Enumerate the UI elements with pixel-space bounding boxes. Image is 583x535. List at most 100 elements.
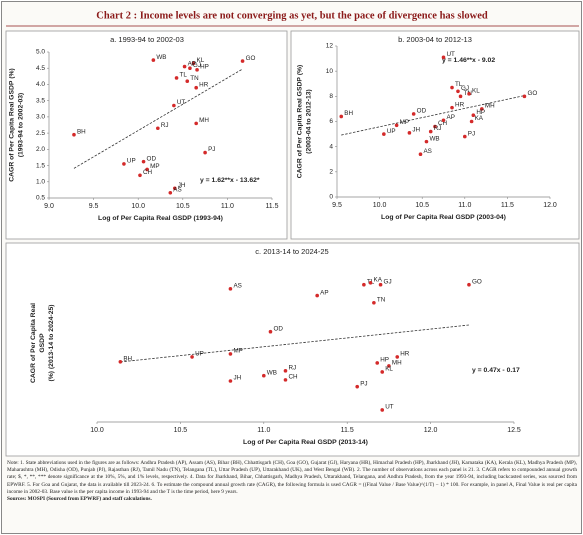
point-label: KL [472, 87, 480, 94]
point [395, 355, 400, 359]
point [339, 114, 344, 119]
point [418, 152, 423, 157]
point [195, 68, 199, 72]
x-tick-label: 10.0 [373, 202, 387, 209]
point-label: MH [485, 103, 495, 110]
point [441, 118, 446, 123]
point-label: PJ [360, 380, 367, 387]
point [190, 355, 194, 359]
point-label: JH [412, 126, 420, 133]
point [456, 89, 460, 94]
point [394, 123, 399, 128]
point-label: HR [455, 101, 465, 108]
x-tick-label: 10.5 [174, 427, 188, 434]
x-tick-label: 10.0 [90, 427, 104, 434]
point-label: AS [233, 283, 241, 290]
point [407, 131, 412, 135]
point [72, 132, 76, 137]
y-axis-title: CAGR of Per Capita Real GSDP (%) [8, 68, 15, 182]
point-label: GJ [384, 278, 392, 285]
point-label: OD [417, 108, 427, 115]
point [469, 119, 474, 124]
point [228, 352, 233, 356]
point-label: WB [156, 54, 166, 61]
point-label: UT [177, 99, 186, 106]
point [411, 112, 416, 116]
point [174, 76, 179, 80]
y-tick-label: 0 [329, 194, 333, 201]
y-tick-label: 4.5 [36, 65, 45, 72]
point [182, 64, 187, 69]
point [185, 79, 190, 83]
point-label: GJ [193, 62, 201, 69]
x-axis-title: Log of Per Capita Real GSDP (1993-94) [98, 215, 223, 222]
point [194, 121, 198, 126]
point [480, 107, 484, 111]
x-tick-label: 12.0 [424, 427, 438, 434]
x-tick-label: 10.0 [131, 203, 145, 210]
point [228, 379, 233, 383]
point [145, 167, 149, 172]
point-label: AP [447, 114, 455, 121]
x-axis-title: Log of Per Capita Real GSDP (2013-14) [243, 439, 368, 446]
point-label: UP [195, 351, 204, 358]
y-tick-label: 0.5 [36, 195, 45, 202]
point [203, 150, 207, 155]
point-label: AS [423, 148, 431, 155]
point-label: CH [438, 120, 448, 127]
point-label: GO [527, 90, 537, 97]
point-label: KA [374, 276, 383, 283]
x-tick-label: 11.0 [458, 202, 471, 209]
y-axis-title: (1993-94 to 2002-03) [17, 93, 24, 158]
y-tick-label: 3.5 [36, 97, 45, 104]
point-label: GO [246, 55, 256, 62]
point-label: UP [387, 128, 396, 135]
x-tick-label: 9.0 [44, 203, 54, 210]
point [471, 113, 476, 118]
point [138, 173, 142, 178]
point [156, 126, 160, 131]
point-label: GO [472, 278, 482, 285]
point [362, 282, 366, 287]
point [463, 134, 467, 139]
point [188, 66, 192, 71]
point [380, 408, 385, 412]
point-label: MP [400, 119, 409, 126]
point [378, 282, 383, 287]
point-label: UT [447, 51, 456, 58]
x-tick-label: 10.5 [176, 203, 190, 210]
point [458, 94, 463, 99]
point [283, 378, 288, 382]
point-label: MP [233, 348, 242, 355]
point [262, 373, 266, 378]
point-label: RJ [161, 122, 169, 129]
x-tick-label: 11.0 [221, 203, 234, 210]
point [355, 384, 360, 389]
point-label: TL [455, 81, 463, 88]
point-label: BH [77, 128, 86, 135]
point [172, 186, 177, 191]
notes: Note: 1. State abbreviations used in the… [7, 460, 577, 503]
point [118, 360, 123, 364]
point [228, 287, 233, 291]
point-label: JH [233, 375, 241, 382]
point [382, 132, 386, 136]
trend-equation: y = 1.46**x - 9.02 [442, 57, 495, 64]
point-label: KL [197, 57, 205, 64]
point-label: RJ [288, 365, 296, 372]
y-axis-title: CAGR of Per Capita Real [30, 303, 37, 383]
x-tick-label: 12.5 [507, 427, 521, 434]
point [450, 85, 454, 90]
x-tick-label: 9.5 [332, 202, 342, 209]
trend-equation: y = 0.47x - 0.17 [472, 367, 520, 374]
point-label: GJ [461, 85, 469, 92]
x-tick-label: 11.5 [501, 202, 514, 209]
point-label: BH [123, 355, 132, 362]
x-tick-label: 11.0 [257, 427, 270, 434]
point [433, 124, 437, 129]
point-label: AP [320, 289, 328, 296]
x-axis-title: Log of Per Capita Real GSDP (2003-04) [381, 214, 506, 221]
x-tick-label: 10.5 [415, 202, 429, 209]
y-tick-label: 2.5 [36, 130, 45, 137]
